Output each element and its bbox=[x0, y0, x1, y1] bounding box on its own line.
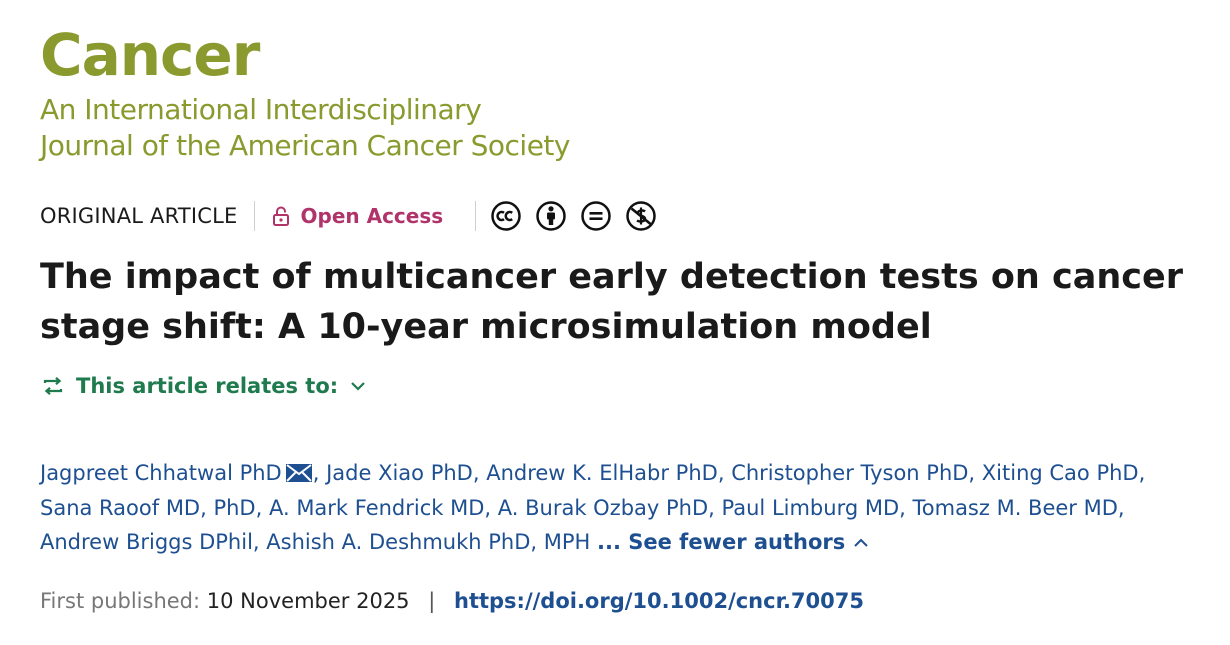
nc-icon[interactable] bbox=[625, 200, 657, 232]
nd-icon[interactable] bbox=[580, 200, 612, 232]
doi-link[interactable]: https://doi.org/10.1002/cncr.70075 bbox=[454, 589, 864, 613]
open-access-label: Open Access bbox=[300, 204, 444, 228]
journal-logo[interactable]: Cancer An International Interdisciplinar… bbox=[40, 22, 570, 164]
author-link[interactable]: Ashish A. Deshmukh PhD, MPH bbox=[266, 530, 591, 554]
article-type: ORIGINAL ARTICLE bbox=[40, 204, 238, 228]
related-articles-toggle[interactable]: This article relates to: bbox=[42, 374, 366, 398]
email-icon[interactable] bbox=[285, 463, 313, 483]
author-list: Jagpreet Chhatwal PhD, Jade Xiao PhD, An… bbox=[40, 461, 1146, 554]
divider bbox=[475, 201, 477, 231]
chevron-up-icon bbox=[854, 538, 868, 547]
author-link[interactable]: Jagpreet Chhatwal PhD bbox=[40, 461, 313, 485]
journal-name: Cancer bbox=[40, 21, 260, 89]
relates-label: This article relates to: bbox=[76, 374, 339, 398]
see-fewer-label: ... See fewer authors bbox=[597, 530, 846, 554]
author-link[interactable]: Andrew K. ElHabr PhD bbox=[486, 461, 718, 485]
article-title: The impact of multicancer early detectio… bbox=[40, 257, 1184, 347]
author-link[interactable]: Christopher Tyson PhD bbox=[731, 461, 969, 485]
author-link[interactable]: A. Mark Fendrick MD bbox=[268, 495, 485, 520]
first-published-label: First published: bbox=[40, 589, 201, 613]
chevron-down-icon bbox=[351, 382, 365, 391]
author-link[interactable]: Paul Limburg MD bbox=[721, 495, 900, 520]
publication-info: First published: 10 November 2025 | http… bbox=[40, 585, 864, 617]
see-fewer-authors-button[interactable]: ... See fewer authors bbox=[597, 530, 869, 554]
journal-subtitle-line2: Journal of the American Cancer Society bbox=[40, 129, 570, 162]
cc-icon[interactable] bbox=[490, 200, 522, 232]
article-meta-row: ORIGINAL ARTICLE Open Access bbox=[40, 198, 657, 234]
author-link[interactable]: Sana Raoof MD, PhD bbox=[40, 495, 256, 520]
publication-date: 10 November 2025 bbox=[206, 589, 410, 613]
author-link[interactable]: Xiting Cao PhD bbox=[981, 461, 1139, 485]
open-access-badge[interactable]: Open Access bbox=[272, 204, 444, 228]
author-link[interactable]: A. Burak Ozbay PhD bbox=[497, 495, 709, 520]
swap-arrows-icon bbox=[43, 376, 63, 396]
by-icon[interactable] bbox=[535, 200, 567, 232]
journal-subtitle-line1: An International Interdisciplinary bbox=[40, 93, 482, 126]
author-name: Jagpreet Chhatwal PhD bbox=[40, 461, 282, 485]
lock-open-icon bbox=[272, 206, 289, 226]
license-icons[interactable] bbox=[490, 200, 657, 232]
author-link[interactable]: Tomasz M. Beer MD bbox=[912, 495, 1118, 520]
divider bbox=[253, 201, 255, 231]
author-link[interactable]: Andrew Briggs DPhil bbox=[40, 530, 253, 554]
author-link[interactable]: Jade Xiao PhD bbox=[326, 461, 473, 485]
separator: | bbox=[428, 589, 436, 613]
